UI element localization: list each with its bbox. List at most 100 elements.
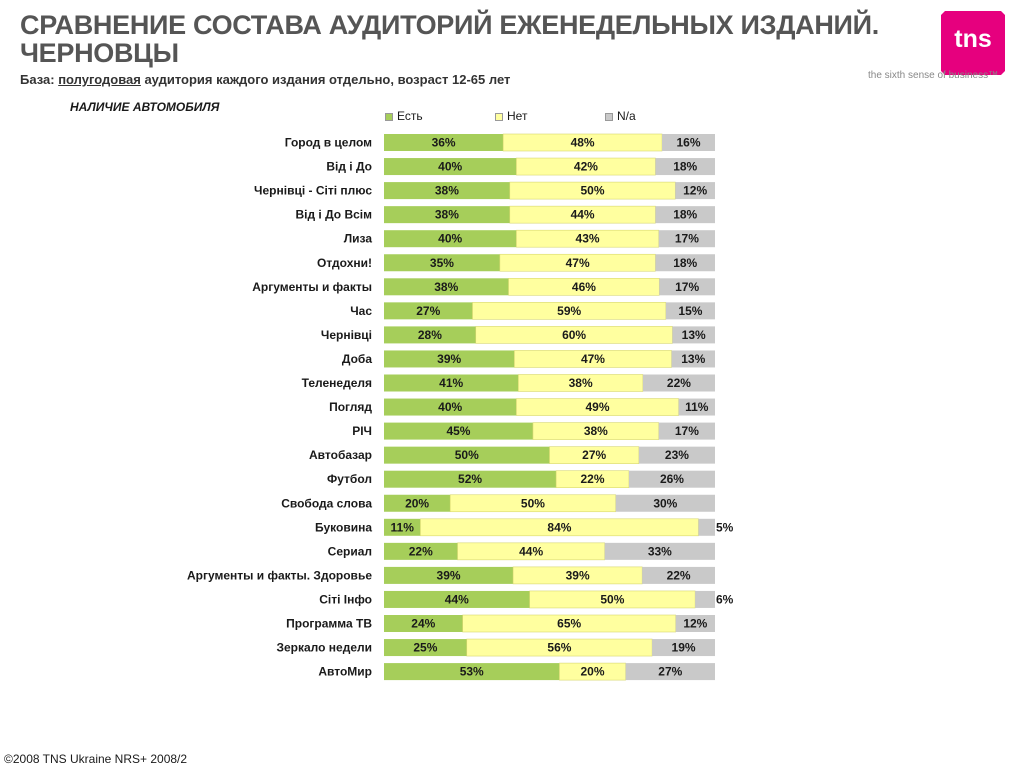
base-description: База: полугодовая аудитория каждого изда…	[20, 72, 510, 87]
data-label-na: 30%	[653, 496, 677, 510]
tns-logo-badge	[941, 11, 1005, 75]
category-label: Чернівці - Сіті плюс	[254, 184, 372, 198]
category-label: Аргументы и факты	[252, 280, 372, 294]
bar-segment-na	[695, 590, 715, 608]
data-label-no: 39%	[566, 568, 590, 582]
bar-segment-yes	[384, 590, 530, 608]
bar-segment-yes	[384, 230, 517, 248]
bar-segment-na	[625, 663, 715, 681]
category-label: Аргументы и факты. Здоровье	[187, 568, 372, 582]
data-label-no: 38%	[569, 376, 593, 390]
data-label-yes: 11%	[391, 520, 415, 534]
data-label-na: 12%	[683, 617, 707, 631]
bar-segment-na	[665, 302, 715, 320]
data-label-no: 47%	[581, 352, 605, 366]
category-label: АвтоМир	[318, 665, 372, 679]
data-label-yes: 36%	[432, 136, 456, 150]
data-label-na: 22%	[667, 376, 691, 390]
title-line-2: ЧЕРНОВЦЫ	[20, 38, 179, 68]
bar-segment-yes	[384, 350, 515, 368]
category-label: Свобода слова	[281, 496, 372, 510]
category-label: Чернівці	[321, 328, 372, 342]
data-label-na: 19%	[672, 641, 696, 655]
data-label-no: 48%	[571, 136, 595, 150]
data-label-no: 22%	[581, 472, 605, 486]
data-label-no: 38%	[584, 424, 608, 438]
category-label: Буковина	[315, 520, 372, 534]
bar-segment-na	[658, 230, 715, 248]
data-label-yes: 41%	[439, 376, 463, 390]
bar-segment-na	[659, 278, 715, 296]
data-label-no: 43%	[576, 232, 600, 246]
category-label: Сіті Інфо	[319, 592, 372, 606]
bar-segment-na	[655, 206, 715, 224]
data-label-na: 16%	[677, 136, 701, 150]
data-label-na: 27%	[658, 665, 682, 679]
data-label-yes: 28%	[418, 328, 442, 342]
category-label: Автобазар	[309, 448, 372, 462]
legend-swatch-yes	[385, 112, 393, 121]
logo-tagline: the sixth sense of business™	[868, 70, 999, 81]
bar-segment-yes	[384, 639, 467, 657]
legend-label-yes: Есть	[397, 109, 423, 123]
bar-segment-yes	[384, 374, 519, 392]
bar-segment-na	[638, 446, 715, 464]
data-label-na: 17%	[675, 232, 699, 246]
base-label: База:	[20, 72, 59, 87]
data-label-no: 27%	[582, 448, 606, 462]
category-label: Доба	[342, 352, 372, 366]
base-period: полугодовая	[58, 72, 141, 87]
category-label: Футбол	[327, 472, 372, 486]
bar-segment-na	[675, 182, 715, 200]
bar-segment-na	[662, 134, 715, 151]
data-label-no: 20%	[581, 665, 605, 679]
data-label-yes: 53%	[460, 665, 484, 679]
data-label-yes: 52%	[458, 472, 482, 486]
data-label-na: 17%	[675, 424, 699, 438]
data-label-na: 13%	[681, 352, 705, 366]
data-label-yes: 38%	[435, 208, 459, 222]
data-label-na: 5%	[716, 520, 734, 534]
bar-segment-yes	[384, 542, 458, 560]
data-label-yes: 39%	[437, 352, 461, 366]
bar-segment-na	[655, 254, 715, 272]
bar-segment-na	[672, 326, 715, 344]
data-label-no: 65%	[557, 617, 581, 631]
category-label: Від і До	[326, 160, 372, 174]
data-label-yes: 24%	[411, 617, 435, 631]
data-label-yes: 20%	[405, 496, 429, 510]
data-label-no: 44%	[519, 544, 543, 558]
category-label: Город в целом	[285, 136, 372, 150]
bar-segment-na	[615, 494, 715, 512]
bar-segment-yes	[384, 254, 500, 272]
data-label-yes: 40%	[438, 232, 462, 246]
bar-segment-na	[698, 518, 715, 536]
data-label-yes: 39%	[437, 568, 461, 582]
bar-segment-yes	[384, 326, 476, 344]
category-label: Погляд	[329, 400, 372, 414]
bar-segment-na	[642, 374, 715, 392]
bar-segment-yes	[384, 302, 473, 320]
legend-swatch-na	[605, 112, 613, 121]
data-label-no: 49%	[585, 400, 609, 414]
data-label-na: 18%	[673, 160, 697, 174]
bar-segment-yes	[384, 422, 533, 440]
data-label-na: 6%	[716, 592, 734, 606]
legend-item-no: Нет	[495, 109, 527, 123]
bar-segment-na	[652, 639, 715, 657]
legend-label-na: N/a	[617, 109, 636, 123]
bar-segment-na	[675, 615, 715, 632]
bar-segment-yes	[384, 518, 421, 536]
data-label-yes: 25%	[413, 641, 437, 655]
bar-segment-yes	[384, 494, 451, 512]
category-label: Зеркало недели	[276, 641, 372, 655]
data-label-no: 46%	[572, 280, 596, 294]
bar-segment-na	[604, 542, 715, 560]
bar-segment-na	[658, 422, 715, 440]
bar-segment-na	[678, 398, 715, 416]
data-label-no: 50%	[581, 184, 605, 198]
bar-segment-yes	[384, 278, 509, 296]
bar-segment-na	[655, 158, 715, 176]
category-label: Час	[350, 304, 372, 318]
category-label: Лиза	[344, 232, 373, 246]
